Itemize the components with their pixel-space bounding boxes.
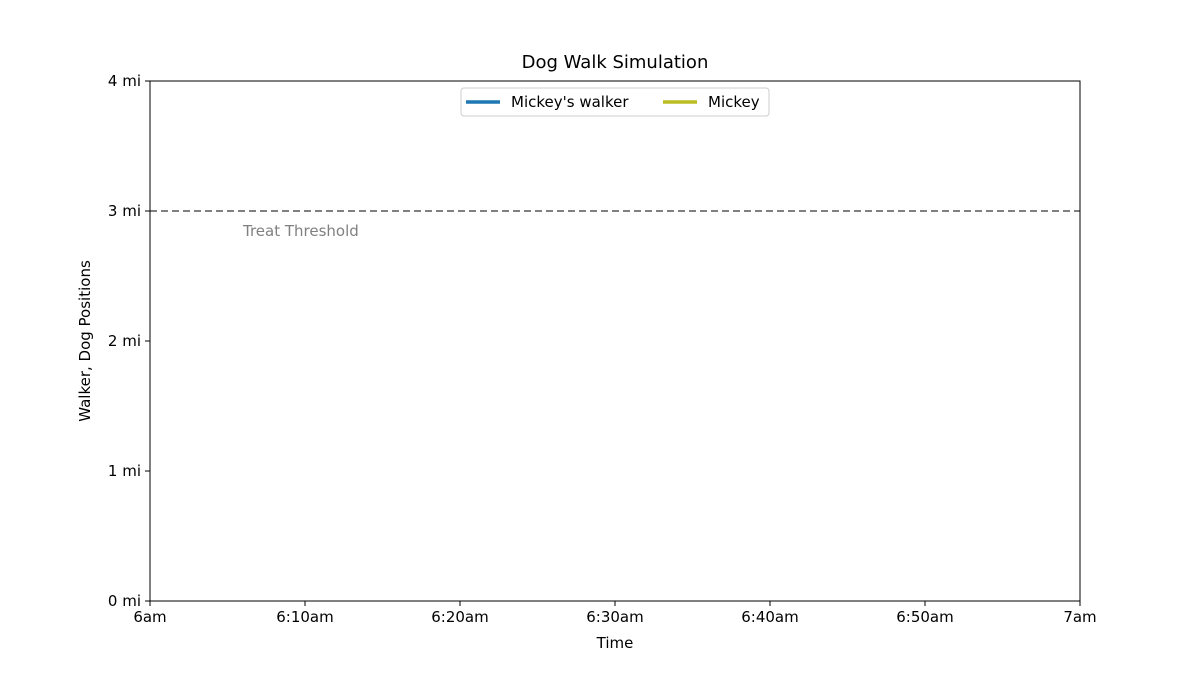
y-tick-label: 0 mi <box>108 592 141 610</box>
legend[interactable]: Mickey's walker Mickey <box>460 87 770 117</box>
x-tick-label: 6:50am <box>896 608 954 626</box>
legend-box <box>460 87 770 117</box>
chart-title: Dog Walk Simulation <box>522 52 709 73</box>
legend-label[interactable]: Mickey <box>708 93 760 111</box>
x-tick-label: 6:20am <box>431 608 489 626</box>
y-tick-label: 1 mi <box>108 462 141 480</box>
plot-frame <box>149 80 1081 602</box>
y-tick-label: 2 mi <box>108 332 141 350</box>
treat-threshold-label: Treat Threshold <box>242 222 359 240</box>
y-tick-label: 3 mi <box>108 202 141 220</box>
legend-label[interactable]: Mickey's walker <box>511 93 629 111</box>
plot-area: Treat Threshold <box>150 210 1080 240</box>
x-tick-label: 6:10am <box>276 608 334 626</box>
y-tick-label: 4 mi <box>108 72 141 90</box>
x-tick-label: 6:30am <box>586 608 644 626</box>
x-tick-label: 6am <box>133 608 166 626</box>
y-axis-label: Walker, Dog Positions <box>76 260 94 422</box>
axes: 6am 6:10am 6:20am 6:30am 6:40am 6:50am 7am 0 mi… <box>108 72 1097 626</box>
x-tick-label: 6:40am <box>741 608 799 626</box>
x-tick-label: 7am <box>1063 608 1096 626</box>
x-axis-label: Time <box>596 634 634 652</box>
